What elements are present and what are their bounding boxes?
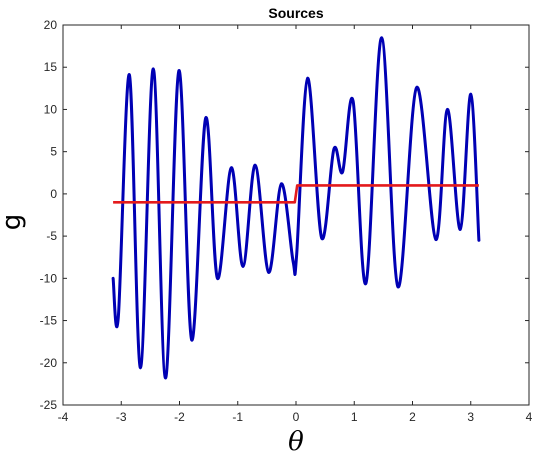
y-tick-label: -5 xyxy=(46,229,57,243)
x-tick-label: -3 xyxy=(116,410,127,424)
x-tick-label: 0 xyxy=(293,410,300,424)
x-axis-label: θ xyxy=(288,427,304,457)
x-tick-label: 3 xyxy=(467,410,474,424)
x-tick-label: 4 xyxy=(526,410,533,424)
y-axis-label: g xyxy=(0,214,27,231)
y-tick-label: 10 xyxy=(44,102,58,116)
y-tick-label: 15 xyxy=(44,60,58,74)
x-tick-label: -1 xyxy=(232,410,243,424)
series-line-2 xyxy=(113,184,479,204)
x-tick-label: -4 xyxy=(58,410,69,424)
chart-title: Sources xyxy=(268,5,323,21)
y-tick-label: 20 xyxy=(44,18,58,32)
y-tick-label: -10 xyxy=(40,271,58,285)
y-tick-label: 0 xyxy=(50,187,57,201)
series-line-1 xyxy=(111,36,481,380)
y-tick-label: 5 xyxy=(50,145,57,159)
x-tick-label: 1 xyxy=(351,410,358,424)
x-tick-label: -2 xyxy=(174,410,185,424)
y-tick-label: -20 xyxy=(40,356,58,370)
axes-box xyxy=(62,24,530,406)
y-tick-label: -15 xyxy=(40,314,58,328)
x-tick-label: 2 xyxy=(409,410,416,424)
y-tick-label: -25 xyxy=(40,398,58,412)
